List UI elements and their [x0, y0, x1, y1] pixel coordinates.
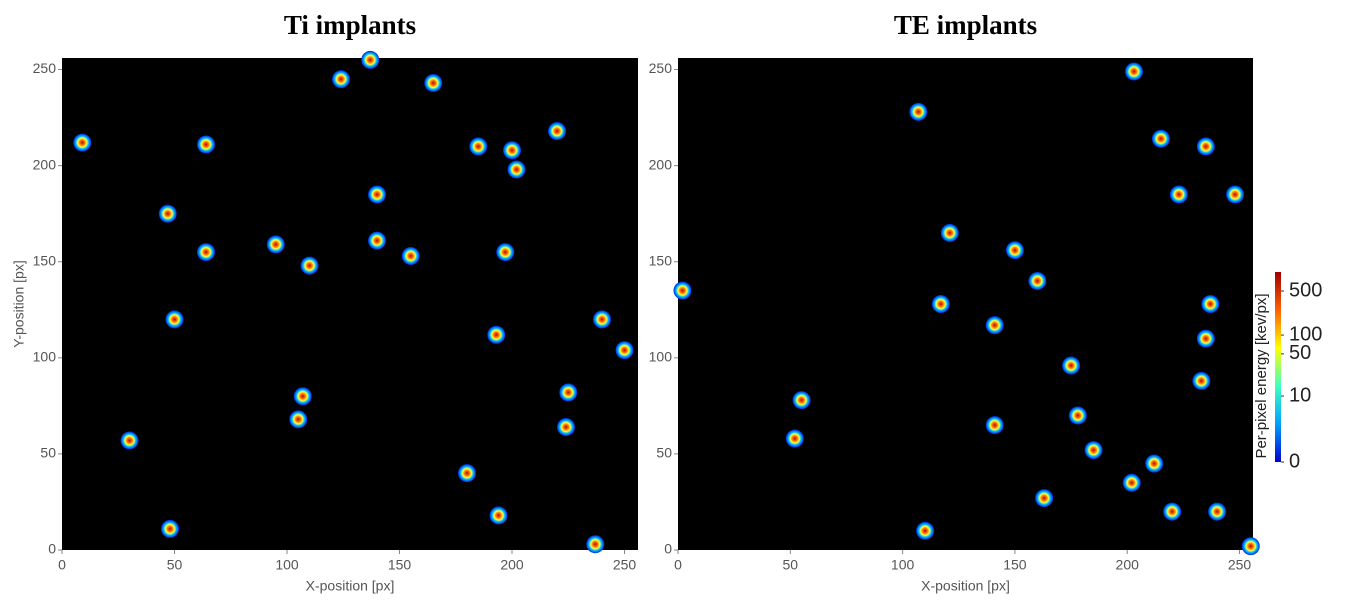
cluster — [909, 102, 928, 121]
cluster — [1122, 473, 1141, 492]
cluster — [487, 325, 506, 344]
cluster — [985, 316, 1004, 335]
y-tick-label: 250 — [649, 60, 673, 76]
cluster — [197, 243, 215, 262]
colorbar-label: Per-pixel energy [kev/px] — [1253, 293, 1270, 458]
x-tick-label: 250 — [613, 557, 637, 573]
cluster — [1145, 454, 1164, 473]
y-tick-label: 0 — [664, 541, 672, 557]
cluster — [507, 160, 526, 179]
y-tick-label: 100 — [649, 349, 673, 365]
cluster — [559, 383, 578, 402]
x-tick-label: 100 — [275, 557, 299, 573]
cluster — [940, 223, 959, 242]
y-tick-label: 250 — [33, 60, 57, 76]
cluster — [361, 50, 380, 69]
cluster — [1241, 537, 1260, 556]
cluster — [489, 506, 508, 525]
cluster — [615, 341, 634, 360]
cluster — [458, 464, 476, 483]
cluster — [1062, 356, 1081, 375]
cluster — [424, 73, 443, 92]
x-tick-label: 150 — [388, 557, 412, 573]
colorbar-tick-label: 500 — [1289, 279, 1322, 301]
cluster — [1226, 185, 1245, 204]
cluster — [785, 429, 804, 448]
cluster — [1196, 329, 1215, 348]
x-tick-label: 50 — [783, 557, 799, 573]
plot-area — [678, 58, 1253, 550]
cluster — [1151, 129, 1170, 148]
x-tick-label: 0 — [674, 557, 682, 573]
cluster — [792, 391, 811, 410]
plot-area — [62, 58, 638, 550]
cluster — [368, 185, 386, 204]
cluster — [293, 387, 312, 406]
cluster — [1196, 137, 1215, 156]
cluster — [368, 231, 386, 250]
cluster — [73, 133, 92, 152]
y-tick-label: 150 — [33, 252, 57, 268]
x-tick-label: 100 — [891, 557, 915, 573]
cluster — [1201, 295, 1220, 313]
cluster — [197, 135, 215, 154]
y-tick-label: 50 — [656, 445, 672, 461]
cluster — [266, 235, 285, 254]
cluster — [916, 521, 935, 540]
cluster — [289, 410, 308, 429]
colorbar-tick-label: 0 — [1289, 450, 1300, 472]
x-tick-label: 150 — [1003, 557, 1027, 573]
y-tick-label: 100 — [33, 349, 57, 365]
colorbar-tick-label: 100 — [1289, 323, 1322, 345]
x-tick-label: 200 — [1116, 557, 1140, 573]
y-tick-label: 200 — [33, 156, 57, 172]
cluster — [586, 535, 605, 554]
x-tick-label: 0 — [58, 557, 66, 573]
x-tick-label: 50 — [167, 557, 183, 573]
y-tick-label: 0 — [48, 541, 56, 557]
cluster — [158, 204, 177, 223]
y-tick-label: 50 — [40, 445, 56, 461]
cluster — [1124, 62, 1143, 81]
cluster — [1028, 271, 1047, 290]
cluster — [161, 519, 179, 538]
cluster — [401, 246, 420, 265]
x-tick-label: 200 — [500, 557, 524, 573]
chart-title: TE implants — [894, 10, 1037, 40]
x-axis-label: X-position [px] — [306, 578, 395, 594]
cluster — [1208, 502, 1227, 521]
cluster — [1169, 185, 1188, 204]
cluster — [985, 416, 1004, 435]
cluster — [165, 310, 184, 329]
y-tick-label: 200 — [649, 156, 673, 172]
cluster — [1163, 502, 1182, 521]
cluster — [332, 70, 350, 89]
cluster — [503, 141, 521, 160]
cluster — [496, 243, 515, 262]
y-tick-label: 150 — [649, 252, 673, 268]
colorbar-tick-label: 50 — [1289, 342, 1311, 364]
y-axis-label: Y-position [px] — [11, 260, 27, 347]
cluster — [1035, 489, 1054, 508]
cluster — [300, 256, 319, 275]
x-tick-label: 250 — [1228, 557, 1252, 573]
cluster — [557, 418, 575, 436]
cluster — [1084, 441, 1103, 460]
cluster — [1192, 371, 1211, 390]
cluster — [931, 295, 950, 313]
cluster — [120, 431, 139, 450]
cluster — [593, 310, 611, 329]
cluster — [469, 137, 488, 156]
cluster — [1005, 241, 1024, 260]
colorbar-tick-label: 10 — [1289, 384, 1311, 406]
cluster — [548, 122, 566, 141]
colorbar — [1275, 272, 1281, 462]
cluster — [673, 281, 692, 300]
chart-title: Ti implants — [284, 10, 416, 40]
x-axis-label: X-position [px] — [921, 578, 1010, 594]
cluster — [1068, 406, 1087, 425]
